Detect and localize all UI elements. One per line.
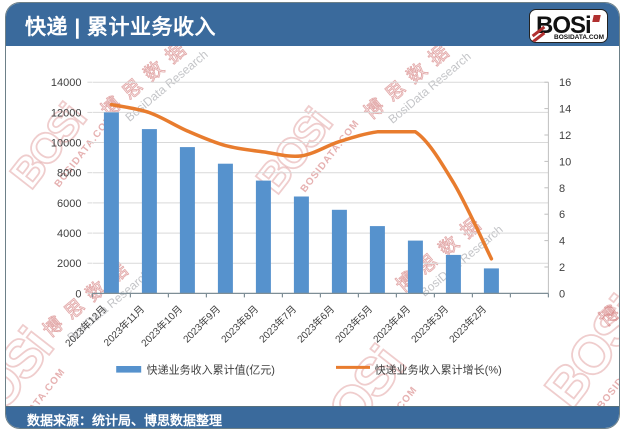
svg-text:8000: 8000 xyxy=(57,168,81,180)
svg-text:2023年4月: 2023年4月 xyxy=(370,302,413,345)
svg-text:14000: 14000 xyxy=(51,77,82,89)
svg-text:4000: 4000 xyxy=(57,228,81,240)
svg-text:2023年7月: 2023年7月 xyxy=(256,302,299,345)
svg-text:4: 4 xyxy=(559,236,565,248)
svg-text:10: 10 xyxy=(559,156,571,168)
svg-text:2023年9月: 2023年9月 xyxy=(180,302,223,345)
svg-text:2023年10月: 2023年10月 xyxy=(138,302,185,349)
svg-text:2023年6月: 2023年6月 xyxy=(294,302,337,345)
svg-text:2000: 2000 xyxy=(57,258,81,270)
svg-text:2023年2月: 2023年2月 xyxy=(446,302,489,345)
svg-text:10000: 10000 xyxy=(51,138,82,150)
svg-text:12: 12 xyxy=(559,130,571,142)
svg-text:快递业务收入累计值(亿元): 快递业务收入累计值(亿元) xyxy=(147,362,275,376)
svg-text:0: 0 xyxy=(559,288,565,300)
svg-text:6: 6 xyxy=(559,209,565,221)
svg-text:0: 0 xyxy=(75,288,81,300)
svg-text:16: 16 xyxy=(559,77,571,89)
svg-text:12000: 12000 xyxy=(51,107,82,119)
svg-text:2023年8月: 2023年8月 xyxy=(218,302,261,345)
svg-text:8: 8 xyxy=(559,183,565,195)
svg-text:快递业务收入累计增长(%): 快递业务收入累计增长(%) xyxy=(375,362,502,376)
svg-text:2: 2 xyxy=(559,262,565,274)
svg-text:6000: 6000 xyxy=(57,198,81,210)
svg-text:2023年5月: 2023年5月 xyxy=(332,302,375,345)
svg-text:14: 14 xyxy=(559,104,571,116)
svg-text:2023年3月: 2023年3月 xyxy=(408,302,451,345)
